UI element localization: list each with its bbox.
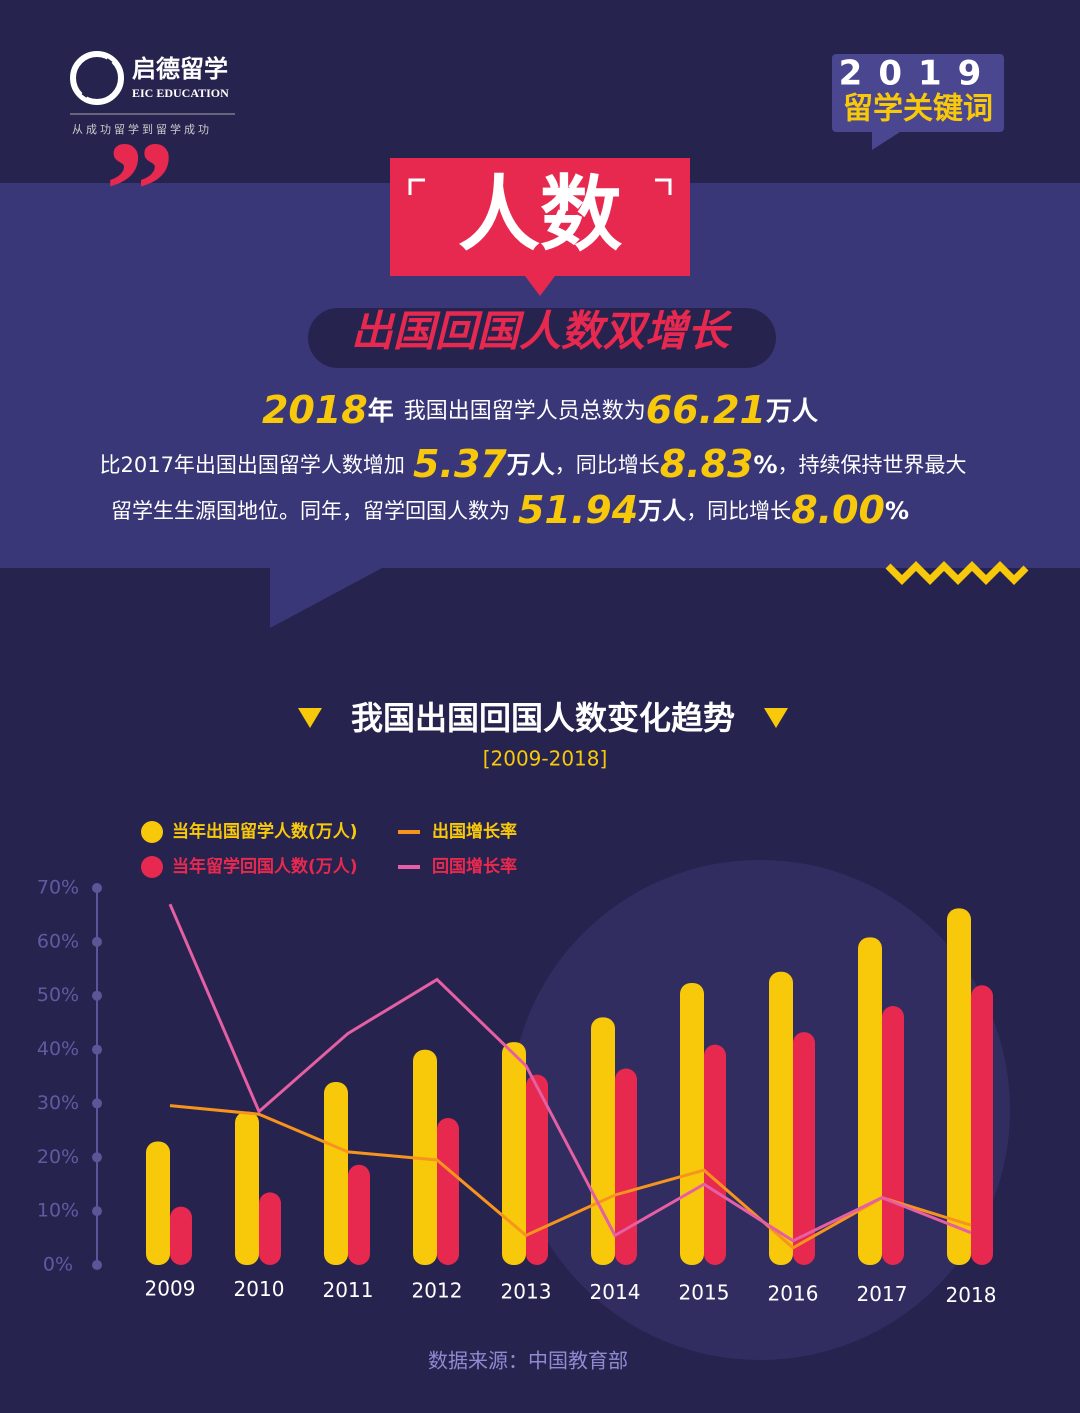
- badge-text: 留学关键词: [843, 92, 993, 127]
- text: ，持续保持世界最大: [778, 453, 967, 477]
- y-tick-label: 50%: [37, 984, 79, 1006]
- text: 我国出国留学人员总数为: [404, 399, 646, 424]
- emph: 2018: [262, 388, 368, 432]
- globe: [510, 860, 1010, 1360]
- y-tick-label: 20%: [37, 1146, 79, 1168]
- x-tick-label: 2014: [590, 1280, 641, 1304]
- text: 留学生生源国地位。同年，留学回国人数为: [111, 499, 510, 523]
- bar: [971, 985, 993, 1265]
- y-tick-label: 40%: [37, 1038, 79, 1060]
- emph: 8.00: [791, 488, 885, 532]
- badge: 2019 留学关键词: [832, 54, 1004, 150]
- bar: [615, 1068, 637, 1265]
- tick-mark: [92, 990, 102, 1001]
- x-tick-label: 2017: [857, 1282, 908, 1306]
- text: 万人: [638, 497, 686, 525]
- tick-mark: [92, 1044, 102, 1055]
- bar: [882, 1006, 904, 1265]
- bar: [146, 1141, 170, 1265]
- x-tick-label: 2012: [412, 1279, 463, 1303]
- x-tick-label: 2010: [234, 1277, 285, 1301]
- text: ，同比增长: [686, 499, 791, 523]
- tick-mark: [92, 1260, 102, 1270]
- bar: [704, 1044, 726, 1265]
- line: [169, 1104, 972, 1250]
- legend-label: 当年留学回国人数(万人): [172, 856, 358, 877]
- bar: [947, 908, 971, 1265]
- brand: 启德留学: [132, 55, 228, 83]
- tick-mark: [92, 883, 102, 893]
- intro-line3: 留学生生源国地位。同年，留学回国人数为 51.94万人，同比增长8.00%: [111, 488, 909, 532]
- logo: 启德留学 EIC EDUCATION 从成功留学到留学成功: [70, 51, 235, 136]
- brand-en: EIC EDUCATION: [132, 86, 229, 100]
- bar: [858, 937, 882, 1265]
- emph: 66.21: [646, 388, 766, 432]
- bar: [324, 1082, 348, 1265]
- legend-label: 出国增长率: [432, 821, 517, 842]
- bar: [170, 1206, 192, 1265]
- quote-mark: ”: [105, 113, 175, 268]
- bar: [502, 1042, 526, 1265]
- bar: [526, 1074, 548, 1265]
- chart-title: 我国出国回国人数变化趋势: [351, 699, 735, 737]
- tick-mark: [92, 1098, 102, 1109]
- tick-mark: [92, 1152, 102, 1163]
- intro-line2: 比2017年出国出国留学人数增加 5.37万人，同比增长8.83%，持续保持世界最…: [99, 442, 966, 486]
- x-tick-label: 2015: [679, 1281, 730, 1305]
- topic-subtitle: 出国回国人数双增长: [351, 307, 733, 356]
- legend-label: 回国增长率: [432, 856, 517, 877]
- x-tick-label: 2018: [946, 1283, 997, 1307]
- y-tick-label: 60%: [37, 930, 79, 952]
- zigzag: [885, 561, 1029, 585]
- bar: [259, 1192, 281, 1265]
- emph: 8.83: [660, 442, 754, 486]
- x-tick-label: 2009: [145, 1277, 196, 1301]
- text: 万人: [507, 451, 555, 479]
- text: 万人: [766, 397, 818, 427]
- bar: [680, 982, 704, 1265]
- text: 比2017年出国出国留学人数增加: [99, 453, 404, 477]
- arrow: [764, 708, 788, 728]
- arrow: [298, 708, 322, 728]
- chart-subtitle: [2009-2018]: [483, 747, 608, 771]
- legend-swatch: [141, 856, 163, 878]
- bar: [769, 971, 793, 1265]
- intro-line1: 2018年 我国出国留学人员总数为66.21万人: [262, 388, 818, 432]
- legend-swatch: [141, 821, 163, 843]
- badge-year: 2019: [839, 54, 998, 94]
- y-tick-label: 10%: [37, 1200, 79, 1222]
- tick-mark: [92, 936, 102, 947]
- emph: 5.37: [413, 442, 507, 486]
- slogan: 从成功留学到留学成功: [72, 122, 212, 136]
- tick-mark: [92, 1206, 102, 1217]
- topic-title: 人数: [458, 167, 622, 262]
- y-tick-label: 0%: [43, 1254, 73, 1276]
- text: %: [885, 497, 909, 525]
- bar: [437, 1118, 459, 1265]
- text: 年: [368, 396, 394, 427]
- y-tick-label: 30%: [37, 1092, 79, 1114]
- text: ，同比增长: [555, 453, 660, 477]
- source: 数据来源：中国教育部: [428, 1349, 628, 1373]
- text: %: [753, 451, 777, 479]
- band: [0, 183, 1080, 628]
- bar: [793, 1032, 815, 1265]
- topic: 人数 出国回国人数双增长: [308, 158, 776, 368]
- bar: [348, 1164, 370, 1265]
- emph: 51.94: [518, 488, 638, 532]
- x-tick-label: 2013: [501, 1279, 552, 1303]
- legend-label: 当年出国留学人数(万人): [172, 821, 358, 842]
- x-tick-label: 2016: [768, 1281, 819, 1305]
- line: [168, 903, 972, 1243]
- bar: [235, 1111, 259, 1265]
- x-tick-label: 2011: [323, 1278, 374, 1302]
- y-tick-label: 70%: [37, 877, 79, 899]
